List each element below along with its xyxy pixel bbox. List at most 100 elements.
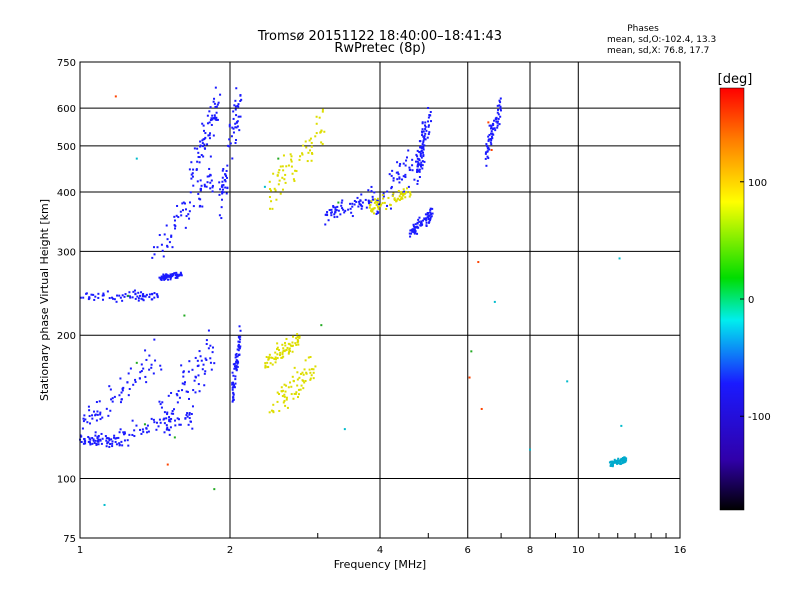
- echo-point: [359, 199, 362, 202]
- echo-point: [237, 105, 240, 108]
- echo-point: [294, 169, 297, 172]
- echo-point: [166, 274, 169, 277]
- echo-point: [123, 431, 126, 434]
- echo-point: [350, 211, 353, 214]
- echo-point: [268, 356, 271, 359]
- echo-point: [121, 294, 124, 297]
- y-tick-label: 400: [57, 188, 76, 199]
- echo-point: [278, 409, 281, 412]
- echo-point: [184, 208, 187, 211]
- echo-point: [188, 210, 191, 213]
- echo-point: [207, 347, 210, 350]
- echo-point: [416, 221, 419, 224]
- echo-point: [211, 118, 214, 121]
- echo-point: [609, 464, 612, 467]
- echo-point: [214, 117, 217, 120]
- echo-point: [297, 388, 300, 391]
- echo-point: [170, 274, 173, 277]
- echo-point: [172, 412, 175, 415]
- echo-point: [405, 190, 408, 193]
- echo-point: [188, 217, 191, 220]
- echo-point: [238, 345, 241, 348]
- echo-point: [235, 360, 238, 363]
- echo-point: [219, 93, 222, 96]
- echo-point: [208, 121, 211, 124]
- echo-point: [206, 181, 209, 184]
- echo-point: [144, 375, 147, 378]
- echo-point: [171, 246, 174, 249]
- echo-point: [199, 355, 202, 358]
- echo-point: [498, 99, 501, 102]
- echo-point: [408, 191, 411, 194]
- echo-point: [105, 439, 108, 442]
- echo-point: [411, 164, 414, 167]
- echo-point: [128, 295, 131, 298]
- echo-point: [209, 344, 212, 347]
- echo-point: [385, 208, 388, 211]
- echo-point: [176, 394, 179, 397]
- echo-point: [158, 418, 161, 421]
- echo-point: [221, 188, 224, 191]
- echo-point: [423, 144, 426, 147]
- echo-point: [424, 138, 427, 141]
- echo-point: [330, 211, 333, 214]
- echo-point: [203, 384, 206, 387]
- echo-point: [174, 227, 177, 230]
- echo-point: [361, 205, 364, 208]
- echo-point: [156, 294, 159, 297]
- echo-point: [351, 215, 354, 218]
- echo-point: [427, 125, 430, 128]
- echo-point: [92, 439, 95, 442]
- echo-point: [278, 179, 281, 182]
- echo-point: [128, 291, 131, 294]
- echo-point: [131, 419, 134, 422]
- echo-point: [493, 119, 496, 122]
- echo-point: [422, 135, 425, 138]
- echo-point: [290, 158, 293, 161]
- echo-point: [224, 173, 227, 176]
- echo-point: [150, 298, 153, 301]
- echo-point: [134, 378, 137, 381]
- echo-point: [397, 173, 400, 176]
- echo-point: [623, 461, 626, 464]
- echo-point: [423, 137, 426, 140]
- echo-point: [88, 437, 91, 440]
- echo-point: [341, 199, 344, 202]
- echo-point: [489, 138, 492, 141]
- echo-point: [210, 368, 213, 371]
- echo-point: [419, 146, 422, 149]
- echo-point: [425, 219, 428, 222]
- grid: [80, 62, 680, 538]
- echo-point: [291, 344, 294, 347]
- echo-point: [284, 344, 287, 347]
- echo-point: [82, 296, 85, 299]
- echo-point: [170, 234, 173, 237]
- echo-point: [421, 164, 424, 167]
- echo-point: [371, 195, 374, 198]
- x-tick-label: 8: [527, 545, 533, 556]
- echo-point: [402, 175, 405, 178]
- echo-point: [391, 194, 394, 197]
- echo-point: [295, 170, 298, 173]
- phase-stats-x: mean, sd,X: 76.8, 17.7: [607, 46, 709, 56]
- echo-point: [115, 437, 118, 440]
- echo-point: [321, 143, 324, 146]
- echo-point: [87, 298, 90, 301]
- echo-point: [220, 198, 223, 201]
- echo-point: [238, 129, 241, 132]
- echo-point: [283, 395, 286, 398]
- echo-point: [386, 204, 389, 207]
- echo-point: [270, 356, 273, 359]
- echo-point: [197, 151, 200, 154]
- phase-stats-o: mean, sd,O:-102.4, 13.3: [607, 35, 716, 45]
- echo-point: [427, 116, 430, 119]
- echo-point: [179, 423, 182, 426]
- echo-point: [415, 153, 418, 156]
- echo-point: [189, 191, 192, 194]
- echo-point: [298, 336, 301, 339]
- echo-point: [170, 412, 173, 415]
- echo-point: [103, 503, 106, 506]
- echo-point: [376, 205, 379, 208]
- echo-point: [232, 374, 235, 377]
- echo-point: [101, 294, 104, 297]
